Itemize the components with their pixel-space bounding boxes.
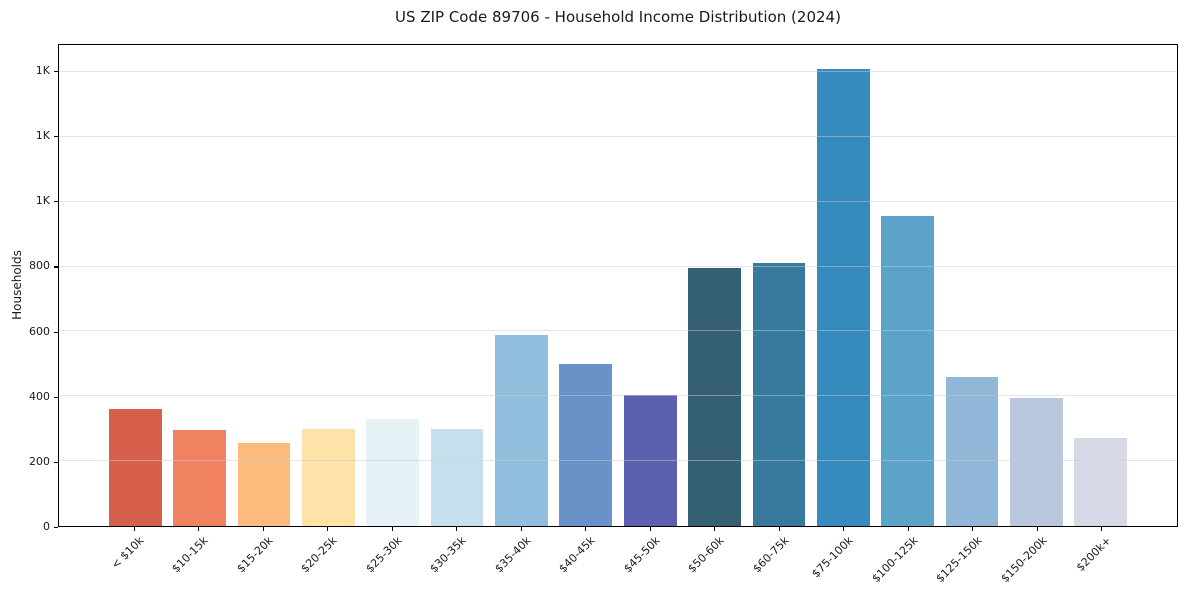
bar-$30-35k (430, 428, 484, 526)
x-tick-mark (1036, 527, 1038, 531)
bar-slot (489, 45, 553, 526)
x-tick-label: $15-20k (234, 534, 276, 576)
bar-slot (296, 45, 360, 526)
bar-slot (618, 45, 682, 526)
bar-slot (425, 45, 489, 526)
y-tick-mark (54, 461, 58, 464)
chart-title: US ZIP Code 89706 - Household Income Dis… (395, 8, 841, 26)
bar-slot (876, 45, 940, 526)
x-tick-mark (972, 527, 974, 531)
bar-$50-60k (688, 268, 741, 526)
bars-layer (59, 45, 1177, 526)
x-tick-mark (649, 527, 651, 531)
bar-slot (103, 45, 167, 526)
bar-$15-20k (237, 443, 291, 526)
x-tick-label: $100-125k (869, 534, 921, 586)
y-tick-mark (54, 527, 58, 529)
bar-$150-200k (1010, 397, 1063, 526)
x-tick-mark (198, 527, 200, 531)
x-tick-label: $35-40k (492, 534, 534, 576)
x-tick-mark (262, 527, 264, 531)
x-tick-label: $60-75k (750, 534, 792, 576)
y-tick-mark (54, 71, 58, 73)
bar-slot (1004, 45, 1068, 526)
bar-$40-45k (559, 363, 613, 526)
bar-slot (747, 45, 811, 526)
bar-$20-25k (301, 429, 355, 526)
x-tick-mark (778, 527, 780, 531)
y-tick-mark (54, 331, 58, 333)
bar-$100-125k (881, 216, 935, 526)
y-tick-label: 1K (35, 64, 50, 78)
x-tick-label: $40-45k (556, 534, 598, 576)
bar-$200k+ (1074, 437, 1128, 526)
bar-slot (811, 45, 875, 526)
x-tick-label: $30-35k (427, 534, 469, 576)
bar-slot (554, 45, 618, 526)
x-tick-mark (327, 527, 329, 531)
plot-area (58, 44, 1178, 527)
bar-< $10k (108, 409, 162, 526)
y-tick-label: 600 (29, 324, 50, 338)
x-tick-label: $150-200k (998, 534, 1050, 586)
bar-slot (940, 45, 1004, 526)
y-tick-label: 200 (29, 454, 50, 468)
bar-$25-30k (366, 418, 420, 526)
x-tick-mark (714, 527, 716, 531)
y-tick-label: 800 (29, 259, 50, 273)
bar-$10-15k (173, 430, 226, 526)
bar-$60-75k (752, 263, 806, 526)
bar-slot (1069, 45, 1133, 526)
y-tick-label: 0 (43, 520, 50, 533)
x-tick-mark (133, 527, 135, 531)
y-tick-label: 1K (35, 129, 50, 143)
y-tick-mark (54, 201, 58, 203)
x-tick-mark (391, 527, 393, 531)
bar-$125-150k (945, 376, 999, 526)
x-tick-mark (907, 527, 909, 531)
x-tick-label: $75-100k (809, 534, 856, 581)
bar-$35-40k (495, 334, 548, 526)
y-tick-label: 1K (35, 194, 50, 208)
bar-$75-100k (816, 68, 870, 526)
x-tick-mark (1101, 527, 1103, 531)
bar-slot (167, 45, 231, 526)
y-tick-mark (54, 266, 58, 268)
x-tick-mark (456, 527, 458, 531)
bar-slot (232, 45, 296, 526)
bar-$45-50k (623, 394, 677, 526)
x-tick-label: $45-50k (621, 534, 663, 576)
x-tick-label: $10-15k (169, 534, 211, 576)
x-tick-label: $25-30k (363, 534, 405, 576)
y-tick-mark (54, 396, 58, 398)
x-tick-label: $20-25k (298, 534, 340, 576)
x-tick-label: $50-60k (685, 534, 727, 576)
bar-slot (682, 45, 746, 526)
x-tick-label: < $10k (108, 534, 147, 572)
x-tick-label: $125-150k (933, 534, 985, 586)
bar-slot (361, 45, 425, 526)
x-tick-mark (843, 527, 845, 531)
x-tick-mark (585, 527, 587, 531)
x-tick-label: $200k+ (1073, 534, 1114, 575)
y-tick-label: 400 (29, 389, 50, 403)
x-tick-mark (520, 527, 522, 531)
y-tick-mark (54, 136, 58, 138)
